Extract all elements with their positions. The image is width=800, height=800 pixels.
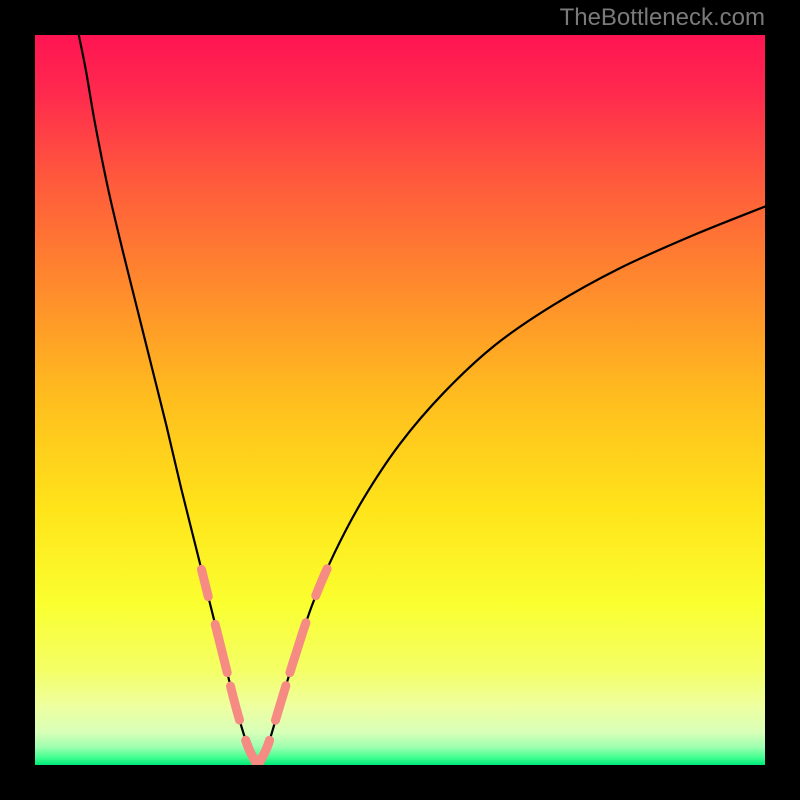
highlight-capsule-right-2 xyxy=(275,686,285,721)
highlight-capsule-right-1 xyxy=(290,623,306,673)
watermark-text: TheBottleneck.com xyxy=(560,4,765,32)
chart-svg xyxy=(35,35,765,765)
curve-left-branch xyxy=(79,35,258,765)
curve-right-branch xyxy=(258,207,765,765)
plot-area xyxy=(35,35,765,765)
highlight-capsule-right-0 xyxy=(316,569,327,596)
highlight-capsule-bottom-joined xyxy=(246,740,270,765)
highlight-capsule-left-2 xyxy=(231,686,240,720)
highlight-capsule-left-0 xyxy=(201,569,208,596)
highlight-capsule-left-1 xyxy=(215,624,227,672)
